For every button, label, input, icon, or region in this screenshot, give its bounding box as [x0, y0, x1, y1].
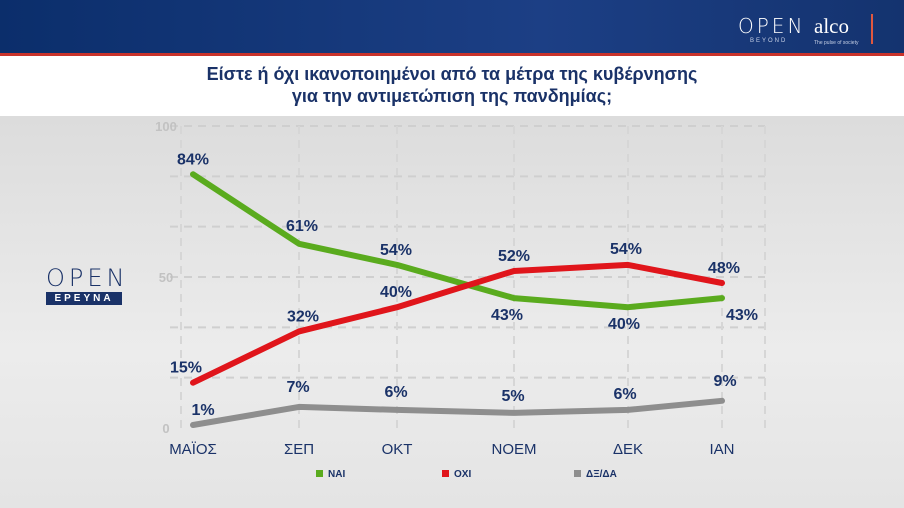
data-label-nai: 43% — [491, 307, 523, 324]
logo-divider — [871, 14, 873, 44]
title-band — [0, 56, 904, 116]
data-label-dxda: 9% — [713, 373, 736, 390]
data-label-nai: 84% — [177, 151, 209, 168]
chart-title-line-1: Είστε ή όχι ικανοποιημένοι από τα μέτρα … — [206, 64, 698, 84]
x-tick-label: ΣΕΠ — [284, 441, 314, 458]
chart-panel — [0, 116, 904, 508]
open-ereuna-logo-open: OPEN — [46, 264, 129, 292]
open-ereuna-logo-ereuna: ΕΡΕΥΝΑ — [46, 292, 122, 305]
legend-label-nai: ΝΑΙ — [328, 469, 345, 480]
data-label-nai: 61% — [286, 218, 318, 235]
top-bar-accent — [0, 53, 904, 56]
series-line-dxda — [190, 397, 725, 428]
data-label-oxi: 15% — [170, 360, 202, 377]
data-label-oxi: 52% — [498, 248, 530, 265]
alco-logo: alco — [814, 14, 849, 38]
data-label-nai: 54% — [380, 242, 412, 259]
chart-title-line-2: για την αντιμετώπιση της πανδημίας; — [291, 86, 613, 106]
data-label-oxi: 40% — [380, 284, 412, 301]
legend-label-dxda: ΔΞ/ΔΑ — [586, 469, 617, 480]
x-tick-label: ΔΕΚ — [613, 441, 643, 458]
y-tick-label: 50 — [159, 270, 173, 285]
x-tick-label: ΟΚΤ — [382, 441, 413, 458]
x-tick-label: ΜΑΪΟΣ — [169, 441, 217, 458]
legend-label-oxi: ΟΧΙ — [454, 469, 471, 480]
top-bar — [0, 0, 904, 53]
data-label-nai: 40% — [608, 316, 640, 333]
series-line-oxi — [190, 261, 725, 386]
series-line-nai — [190, 171, 725, 311]
x-tick-label: ΙΑΝ — [709, 441, 734, 458]
alco-tagline: The pulse of society — [814, 40, 859, 46]
data-label-dxda: 6% — [384, 384, 407, 401]
legend-swatch-oxi — [442, 470, 449, 477]
data-label-dxda: 5% — [501, 388, 524, 405]
beyond-caption: BEYOND — [750, 38, 788, 44]
legend-swatch-nai — [316, 470, 323, 477]
data-label-dxda: 6% — [613, 386, 636, 403]
y-tick-label: 100 — [155, 119, 177, 134]
x-tick-label: ΝΟΕΜ — [492, 441, 537, 458]
data-label-oxi: 54% — [610, 241, 642, 258]
open-beyond-logo: OPEN — [738, 14, 806, 38]
data-label-dxda: 7% — [286, 379, 309, 396]
data-label-nai: 43% — [726, 307, 758, 324]
y-tick-label: 0 — [162, 421, 169, 436]
data-label-oxi: 32% — [287, 308, 319, 325]
legend-swatch-dxda — [574, 470, 581, 477]
data-label-oxi: 48% — [708, 260, 740, 277]
data-label-dxda: 1% — [191, 402, 214, 419]
open-ereuna-logo: OPEN ΕΡΕΥΝΑ — [46, 266, 128, 305]
